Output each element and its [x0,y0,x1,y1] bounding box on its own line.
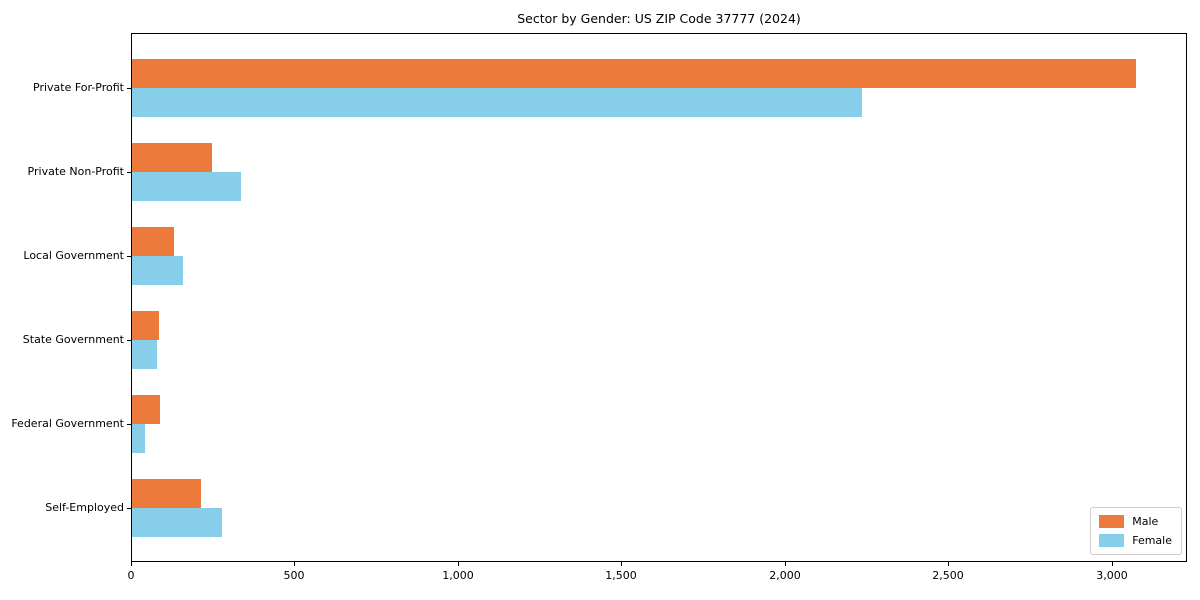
y-tick-3 [127,340,131,341]
y-tick-5 [127,508,131,509]
y-label-0: Private For-Profit [33,81,124,94]
legend-entry-male: Male [1099,515,1172,528]
y-tick-4 [127,424,131,425]
chart-title: Sector by Gender: US ZIP Code 37777 (202… [517,11,801,26]
x-tick-4 [785,562,786,566]
x-tick-3 [621,562,622,566]
x-tick-5 [948,562,949,566]
plot-area: Male Female [131,33,1187,562]
y-label-5: Self-Employed [45,501,124,514]
legend-swatch-male [1099,515,1125,528]
x-tick-1 [294,562,295,566]
x-tick-6 [1112,562,1113,566]
y-label-4: Federal Government [11,417,124,430]
x-tick-label-5: 2,500 [932,569,964,582]
x-tick-2 [458,562,459,566]
x-tick-label-0: 0 [127,569,135,582]
y-tick-1 [127,172,131,173]
bar-female-2 [132,256,183,285]
x-tick-label-2: 1,000 [442,569,474,582]
x-tick-label-4: 2,000 [769,569,801,582]
y-tick-2 [127,256,131,257]
y-label-3: State Government [22,333,124,346]
legend-entry-female: Female [1099,534,1172,547]
x-tick-label-3: 1,500 [605,569,637,582]
bar-male-5 [132,479,201,508]
bar-male-4 [132,395,160,424]
y-label-1: Private Non-Profit [27,165,124,178]
bar-female-5 [132,508,222,537]
bar-female-3 [132,340,157,369]
legend: Male Female [1090,507,1182,555]
y-tick-0 [127,88,131,89]
bar-male-1 [132,143,212,172]
x-tick-label-1: 500 [283,569,305,582]
legend-label-male: Male [1132,515,1159,528]
y-label-2: Local Government [23,249,124,262]
bar-female-0 [132,88,862,117]
bar-male-2 [132,227,174,256]
legend-swatch-female [1099,534,1125,547]
legend-label-female: Female [1132,534,1172,547]
x-tick-0 [131,562,132,566]
x-tick-label-6: 3,000 [1096,569,1128,582]
bar-female-1 [132,172,241,201]
bar-male-0 [132,59,1136,88]
bar-male-3 [132,311,159,340]
bar-female-4 [132,424,145,453]
